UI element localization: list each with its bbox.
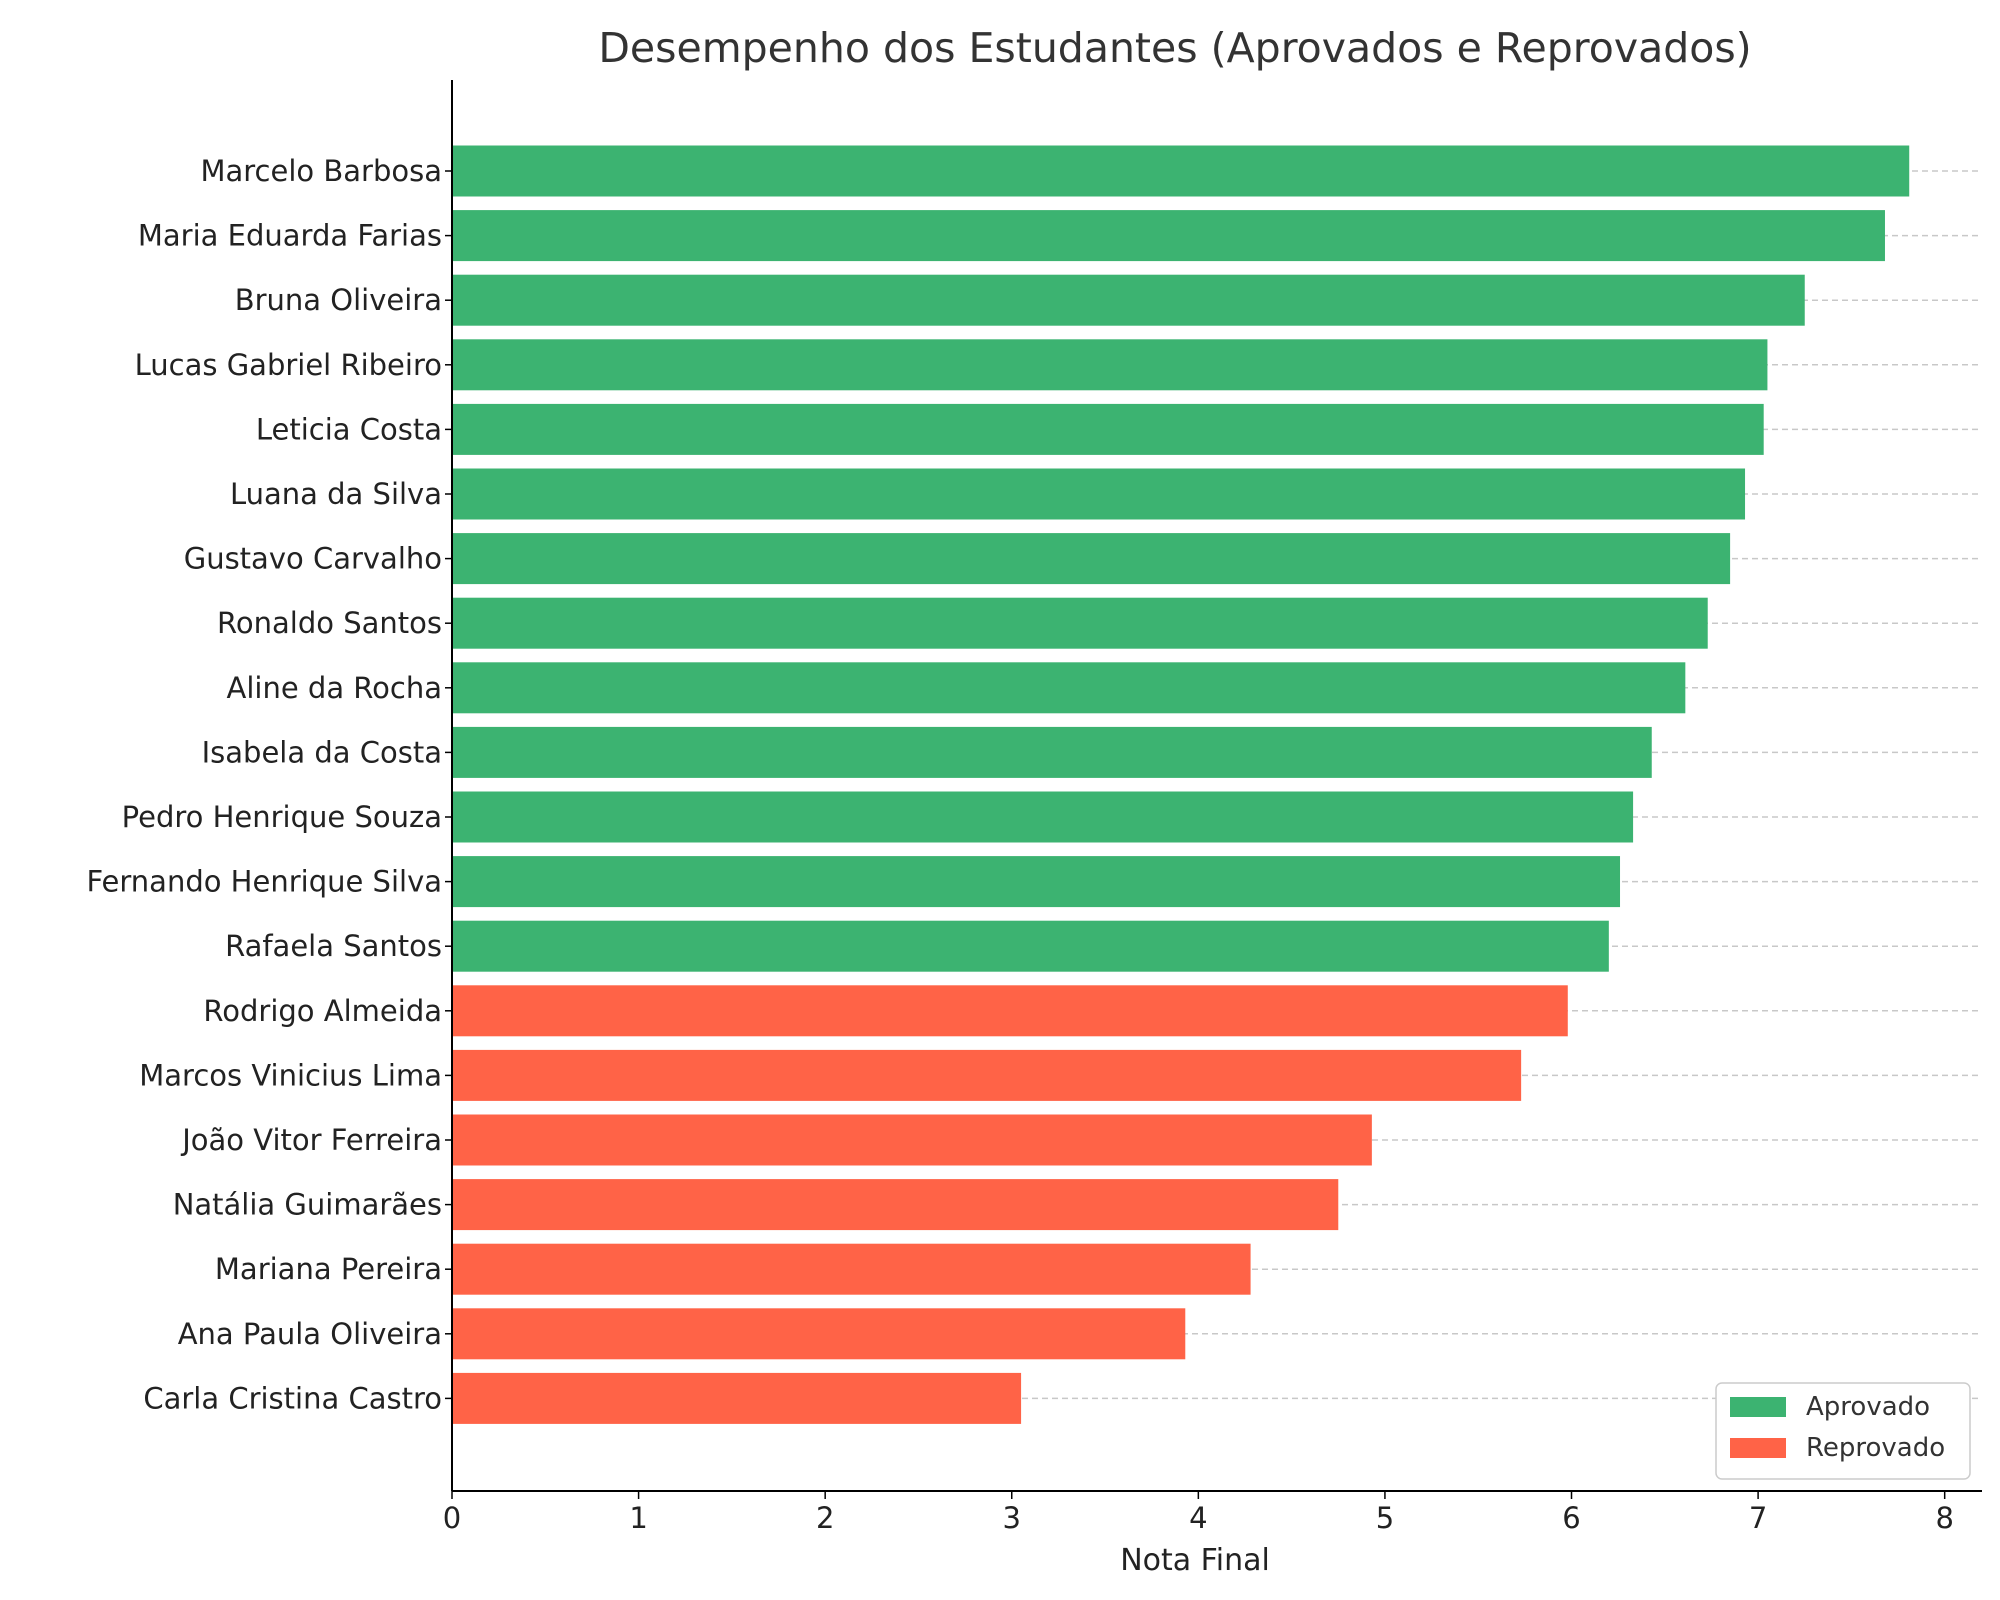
x-axis-label: Nota Final — [1120, 1543, 1270, 1578]
x-tick-labels: 0 1 2 3 4 5 6 7 8 — [443, 1491, 1954, 1535]
y-tick-label: Carla Cristina Castro — [143, 1381, 442, 1415]
bar — [452, 403, 1764, 455]
legend-swatch — [1730, 1397, 1786, 1417]
chart-title: Desempenho dos Estudantes (Aprovados e R… — [598, 24, 1751, 72]
bar — [452, 1114, 1372, 1166]
y-tick-label: Fernando Henrique Silva — [86, 865, 442, 899]
x-tick-label: 3 — [1003, 1501, 1021, 1535]
y-tick-label: Rodrigo Almeida — [203, 994, 442, 1028]
bar — [452, 210, 1885, 262]
x-tick-label: 7 — [1749, 1501, 1767, 1535]
y-tick-label: Rafaela Santos — [225, 929, 442, 963]
y-tick-label: Leticia Costa — [256, 412, 442, 446]
y-tick-label: Gustavo Carvalho — [184, 542, 442, 576]
legend-label: Aprovado — [1806, 1392, 1930, 1422]
y-tick-label: Maria Eduarda Farias — [138, 219, 442, 253]
x-tick-label: 2 — [816, 1501, 834, 1535]
bar — [452, 1308, 1186, 1360]
bar — [452, 1243, 1251, 1295]
bar — [452, 1049, 1522, 1101]
y-tick-label: Pedro Henrique Souza — [122, 800, 442, 834]
y-tick-labels: Marcelo Barbosa Maria Eduarda Farias Bruna… — [86, 154, 452, 1415]
y-tick-label: Mariana Pereira — [215, 1252, 442, 1286]
bar — [452, 597, 1708, 649]
x-tick-label: 0 — [443, 1501, 461, 1535]
bars — [452, 145, 1910, 1424]
y-tick-label: Ronaldo Santos — [217, 606, 442, 640]
y-tick-label: Lucas Gabriel Ribeiro — [135, 348, 442, 382]
bar — [452, 533, 1731, 585]
bar — [452, 726, 1652, 778]
x-tick-label: 6 — [1562, 1501, 1580, 1535]
bar — [452, 145, 1910, 197]
y-tick-label: João Vitor Ferreira — [180, 1123, 442, 1157]
bar — [452, 274, 1805, 326]
y-tick-label: Bruna Oliveira — [235, 283, 442, 317]
legend-label: Reprovado — [1806, 1433, 1945, 1463]
bar — [452, 985, 1568, 1037]
y-tick-label: Marcos Vinicius Lima — [139, 1058, 442, 1092]
bar — [452, 1179, 1339, 1231]
y-tick-label: Marcelo Barbosa — [200, 154, 442, 188]
bar — [452, 920, 1609, 972]
legend-swatch — [1730, 1438, 1786, 1458]
bar — [452, 1372, 1022, 1424]
bar — [452, 468, 1746, 520]
legend: Aprovado Reprovado — [1715, 1382, 1971, 1480]
y-tick-label: Ana Paula Oliveira — [178, 1317, 442, 1351]
x-tick-label: 1 — [629, 1501, 647, 1535]
x-tick-label: 5 — [1376, 1501, 1394, 1535]
bar — [452, 856, 1621, 908]
x-tick-label: 4 — [1189, 1501, 1207, 1535]
x-tick-label: 8 — [1935, 1501, 1953, 1535]
bar — [452, 662, 1686, 714]
bar — [452, 791, 1634, 843]
y-tick-label: Natália Guimarães — [173, 1188, 442, 1222]
bar — [452, 339, 1768, 391]
y-tick-label: Isabela da Costa — [202, 735, 442, 769]
y-tick-label: Aline da Rocha — [227, 671, 442, 705]
y-tick-label: Luana da Silva — [230, 477, 442, 511]
